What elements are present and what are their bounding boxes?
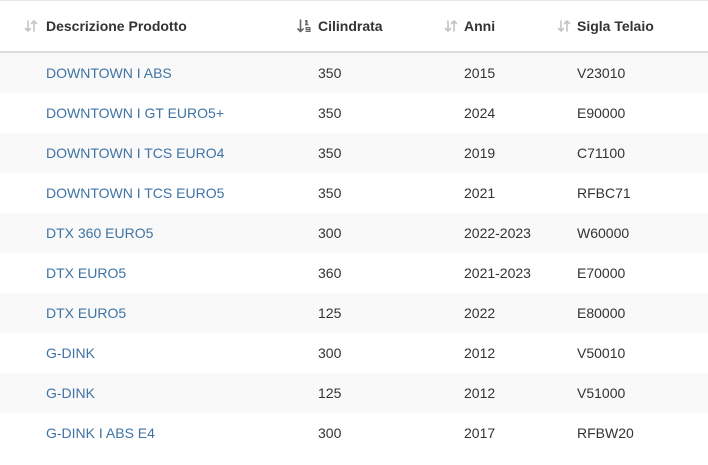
cell-descrizione: G-DINK [0, 373, 292, 413]
table-row: DOWNTOWN I GT EURO5+ 350 2024 E90000 [0, 93, 708, 133]
cell-cilindrata: 350 [292, 52, 438, 93]
cell-cilindrata: 350 [292, 133, 438, 173]
product-link[interactable]: DOWNTOWN I ABS [46, 65, 172, 81]
cell-sigla-telaio: E70000 [551, 253, 708, 293]
product-link[interactable]: DOWNTOWN I TCS EURO4 [46, 145, 225, 161]
cell-cilindrata: 350 [292, 173, 438, 213]
table-row: DTX EURO5 125 2022 E80000 [0, 293, 708, 333]
cell-anni: 2017 [438, 413, 551, 453]
product-link[interactable]: DTX EURO5 [46, 265, 127, 281]
cell-anni: 2012 [438, 333, 551, 373]
cell-sigla-telaio: V51000 [551, 373, 708, 413]
cell-anni: 2022-2023 [438, 213, 551, 253]
table-row: DTX EURO5 360 2021-2023 E70000 [0, 253, 708, 293]
cell-cilindrata: 300 [292, 333, 438, 373]
table-row: DTX 360 EURO5 300 2022-2023 W60000 [0, 213, 708, 253]
cell-sigla-telaio: RFBC71 [551, 173, 708, 213]
table-row: DOWNTOWN I TCS EURO4 350 2019 C71100 [0, 133, 708, 173]
cell-anni: 2019 [438, 133, 551, 173]
column-header-label: Cilindrata [318, 18, 383, 34]
column-header-label: Anni [464, 18, 496, 34]
cell-sigla-telaio: RFBW20 [551, 413, 708, 453]
cell-anni: 2024 [438, 93, 551, 133]
product-link[interactable]: DOWNTOWN I GT EURO5+ [46, 105, 224, 121]
cell-descrizione: DOWNTOWN I ABS [0, 52, 292, 93]
cell-sigla-telaio: E90000 [551, 93, 708, 133]
cell-descrizione: DTX EURO5 [0, 253, 292, 293]
cell-cilindrata: 125 [292, 293, 438, 333]
column-header-label: Sigla Telaio [577, 18, 654, 34]
column-header-label: Descrizione Prodotto [46, 18, 187, 34]
product-table: Descrizione Prodotto [0, 1, 708, 453]
cell-descrizione: DOWNTOWN I TCS EURO4 [0, 133, 292, 173]
sort-numeric-ascending-icon[interactable] [292, 19, 318, 33]
cell-sigla-telaio: E80000 [551, 293, 708, 333]
cell-cilindrata: 125 [292, 373, 438, 413]
table-row: DOWNTOWN I TCS EURO5 350 2021 RFBC71 [0, 173, 708, 213]
cell-anni: 2022 [438, 293, 551, 333]
column-header-cilindrata[interactable]: Cilindrata [292, 1, 438, 53]
product-link[interactable]: DOWNTOWN I TCS EURO5 [46, 185, 225, 201]
cell-cilindrata: 350 [292, 93, 438, 133]
cell-descrizione: DTX EURO5 [0, 293, 292, 333]
cell-descrizione: G-DINK [0, 333, 292, 373]
cell-sigla-telaio: V23010 [551, 52, 708, 93]
product-link[interactable]: G-DINK [46, 345, 95, 361]
table-row: G-DINK 300 2012 V50010 [0, 333, 708, 373]
table-header: Descrizione Prodotto [0, 1, 708, 53]
table-row: DOWNTOWN I ABS 350 2015 V23010 [0, 52, 708, 93]
product-link[interactable]: G-DINK I ABS E4 [46, 425, 155, 441]
cell-descrizione: DTX 360 EURO5 [0, 213, 292, 253]
cell-sigla-telaio: C71100 [551, 133, 708, 173]
table-row: G-DINK 125 2012 V51000 [0, 373, 708, 413]
product-link[interactable]: DTX 360 EURO5 [46, 225, 154, 241]
sort-arrows-icon[interactable] [438, 19, 464, 33]
sort-arrows-icon[interactable] [551, 19, 577, 33]
product-link[interactable]: DTX EURO5 [46, 305, 127, 321]
cell-cilindrata: 360 [292, 253, 438, 293]
column-header-descrizione[interactable]: Descrizione Prodotto [0, 1, 292, 53]
cell-descrizione: DOWNTOWN I GT EURO5+ [0, 93, 292, 133]
column-header-anni[interactable]: Anni [438, 1, 551, 53]
cell-descrizione: G-DINK I ABS E4 [0, 413, 292, 453]
cell-anni: 2012 [438, 373, 551, 413]
cell-cilindrata: 300 [292, 413, 438, 453]
cell-anni: 2015 [438, 52, 551, 93]
column-header-sigla-telaio[interactable]: Sigla Telaio [551, 1, 708, 53]
table-row: G-DINK I ABS E4 300 2017 RFBW20 [0, 413, 708, 453]
cell-anni: 2021-2023 [438, 253, 551, 293]
cell-cilindrata: 300 [292, 213, 438, 253]
header-row: Descrizione Prodotto [0, 1, 708, 53]
cell-anni: 2021 [438, 173, 551, 213]
sort-arrows-icon[interactable] [16, 19, 46, 33]
cell-descrizione: DOWNTOWN I TCS EURO5 [0, 173, 292, 213]
cell-sigla-telaio: V50010 [551, 333, 708, 373]
table-body: DOWNTOWN I ABS 350 2015 V23010 DOWNTOWN … [0, 52, 708, 453]
product-link[interactable]: G-DINK [46, 385, 95, 401]
cell-sigla-telaio: W60000 [551, 213, 708, 253]
